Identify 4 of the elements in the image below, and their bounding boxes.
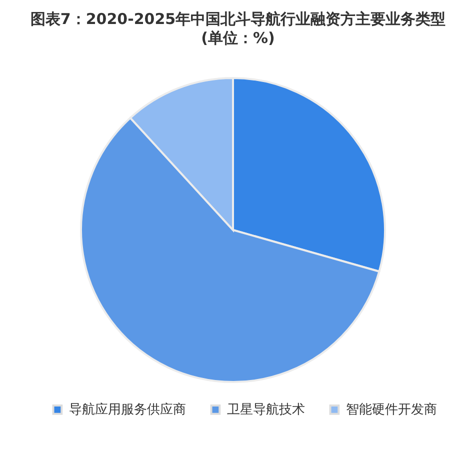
- legend-label: 智能硬件开发商: [346, 402, 437, 418]
- chart-title: 图表7：2020-2025年中国北斗导航行业融资方主要业务类型(单位：%): [30, 10, 446, 47]
- legend-label: 卫星导航技术: [226, 402, 305, 418]
- legend-label: 导航应用服务供应商: [68, 402, 186, 418]
